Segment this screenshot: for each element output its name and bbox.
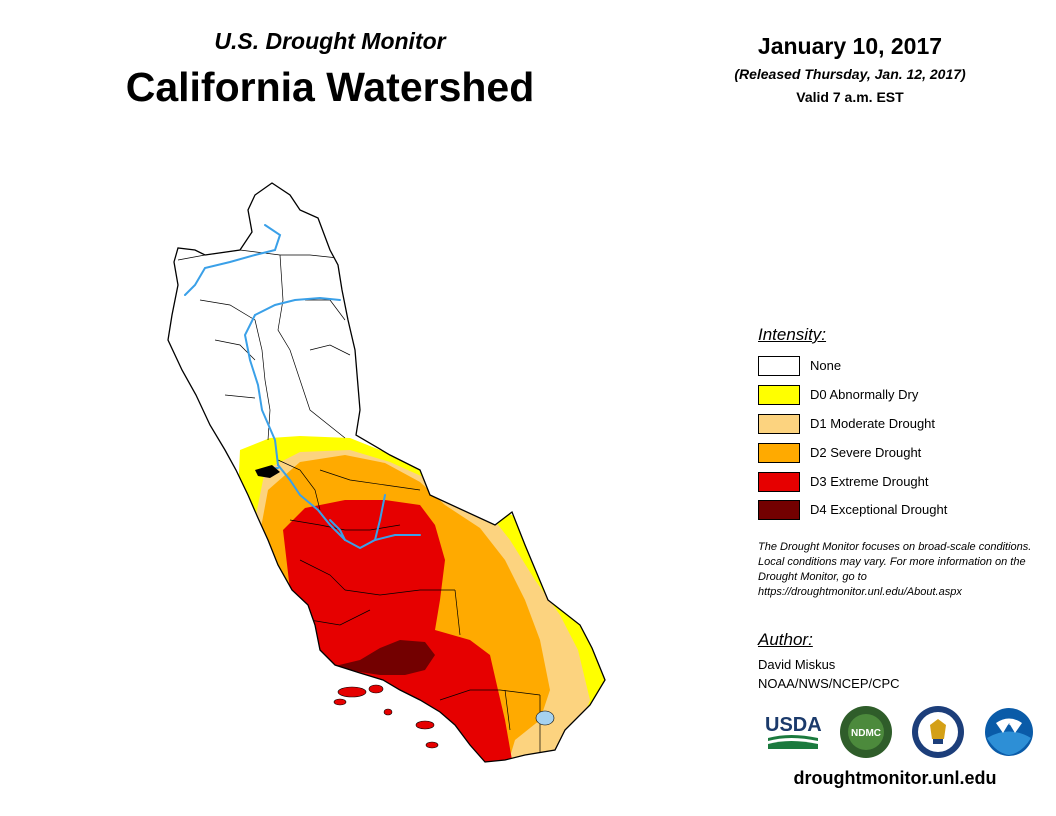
author-org: NOAA/NWS/NCEP/CPC [758, 676, 900, 691]
sf-bay [255, 465, 280, 478]
usda-logo: USDA [765, 714, 822, 749]
website-url[interactable]: droughtmonitor.unl.edu [793, 768, 997, 788]
legend-label: D2 Severe Drought [810, 445, 922, 460]
ndmc-logo: NDMC [840, 706, 892, 758]
map-date: January 10, 2017 [757, 33, 943, 59]
map-supertitle: U.S. Drought Monitor [214, 28, 446, 54]
legend-swatch [758, 356, 800, 376]
noaa-logo: NOAA [985, 708, 1033, 756]
legend-heading: Intensity: [758, 325, 827, 344]
legend-swatch [758, 500, 800, 520]
legend-label: None [810, 358, 842, 373]
legend-label: D4 Exceptional Drought [810, 502, 948, 517]
drought-monitor-note: The Drought Monitor focuses on broad-sca… [758, 541, 1032, 598]
salton-sea [535, 710, 555, 726]
subbasin-boundaries [177, 249, 541, 755]
commerce-logo [912, 706, 964, 758]
legend-label: D3 Extreme Drought [810, 474, 929, 489]
d4-region [335, 640, 435, 675]
author-name: David Miskus [758, 657, 836, 672]
noaa-logo-text: NOAA [1000, 721, 1018, 727]
legend-label: D0 Abnormally Dry [810, 387, 919, 402]
author-heading: Author: [758, 630, 813, 649]
partner-logos: USDA NDMC NOAA [765, 706, 1033, 758]
usda-logo-text: USDA [765, 714, 822, 736]
rivers [184, 224, 421, 550]
ndmc-logo-text: NDMC [851, 728, 881, 739]
map-title: California Watershed [125, 64, 535, 110]
watershed-map [167, 182, 606, 763]
legend-swatch [758, 385, 800, 405]
legend-swatch [758, 414, 800, 434]
legend-label: D1 Moderate Drought [810, 416, 936, 431]
release-date: (Released Thursday, Jan. 12, 2017) [734, 66, 966, 82]
legend-swatch [758, 472, 800, 492]
legend-swatch [758, 443, 800, 463]
valid-time: Valid 7 a.m. EST [796, 89, 904, 105]
channel-islands [333, 684, 439, 749]
